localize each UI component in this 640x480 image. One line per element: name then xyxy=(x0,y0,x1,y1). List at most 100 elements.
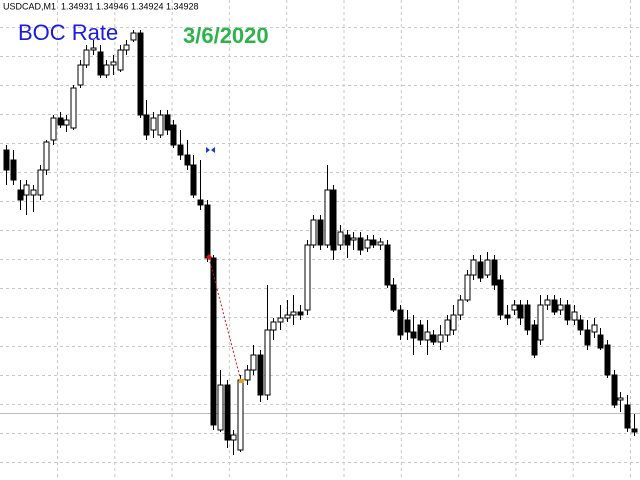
candle-body xyxy=(77,64,84,86)
candle-body xyxy=(3,149,10,171)
candle-body xyxy=(430,334,437,343)
candle-body xyxy=(624,404,631,429)
candle-body xyxy=(297,311,304,316)
candle-body xyxy=(23,184,30,196)
candle-body xyxy=(470,259,477,276)
candle-body xyxy=(317,219,324,246)
candle-body xyxy=(103,64,110,76)
candle-body xyxy=(537,304,544,341)
candle-body xyxy=(284,314,291,319)
candle-body xyxy=(277,317,284,323)
candle-body xyxy=(491,259,498,286)
candle-body xyxy=(417,324,424,341)
candle-body xyxy=(397,309,404,336)
candle-body xyxy=(237,379,244,451)
candle-body xyxy=(484,259,491,276)
candle-body xyxy=(350,237,357,241)
candle-body xyxy=(157,114,164,136)
candles xyxy=(3,30,638,455)
candle-body xyxy=(30,189,37,196)
candle-body xyxy=(390,284,397,311)
candle-body xyxy=(584,329,591,346)
candle-body xyxy=(544,299,551,306)
candle-body xyxy=(504,314,511,319)
candle-body xyxy=(250,354,257,371)
candle-body xyxy=(377,241,384,246)
candle-body xyxy=(37,169,44,196)
candle-body xyxy=(551,299,558,313)
candle-body xyxy=(137,32,144,116)
candle-body xyxy=(437,334,444,343)
candle-body xyxy=(324,189,331,246)
candle-body xyxy=(17,189,24,201)
event-arrow xyxy=(206,147,215,153)
candle-body xyxy=(404,319,411,333)
candle-body xyxy=(531,324,538,356)
candle-body xyxy=(410,331,417,339)
candle-body xyxy=(57,117,64,126)
open-price: 1.34931 xyxy=(61,1,94,11)
candle-body xyxy=(110,61,117,66)
candle-body xyxy=(63,119,70,126)
candle-body xyxy=(424,331,431,341)
candle-body xyxy=(364,239,371,249)
low-price: 1.34924 xyxy=(131,1,164,11)
candle-body xyxy=(337,231,344,246)
candle-body xyxy=(511,304,518,311)
candle-body xyxy=(123,44,130,51)
candle-body xyxy=(270,321,277,331)
candle-body xyxy=(70,87,77,129)
candle-body xyxy=(450,314,457,331)
candle-body xyxy=(143,114,150,136)
candle-body xyxy=(517,304,524,319)
candle-body xyxy=(477,261,484,279)
candle-body xyxy=(597,334,604,349)
candle-body xyxy=(304,244,311,311)
candle-body xyxy=(170,124,177,146)
candle-body xyxy=(384,244,391,286)
candle-body xyxy=(577,319,584,331)
candle-body xyxy=(631,428,638,433)
candle-body xyxy=(50,117,57,141)
candle-body xyxy=(330,189,337,251)
candle-body xyxy=(43,141,50,171)
candle-body xyxy=(611,374,618,406)
candle-body xyxy=(264,329,271,396)
candle-body xyxy=(571,311,578,321)
candle-body xyxy=(164,114,171,131)
candle-body xyxy=(83,49,90,66)
high-price: 1.34946 xyxy=(96,1,129,11)
candle-body xyxy=(210,257,217,426)
candle-body xyxy=(130,32,137,41)
symbol: USDCAD,M1 xyxy=(3,1,56,11)
candle-body xyxy=(90,47,97,51)
candle-body xyxy=(224,384,231,441)
candle-body xyxy=(564,304,571,321)
annotation: 3/6/2020 xyxy=(183,23,269,48)
candle-body xyxy=(557,304,564,311)
candle-body xyxy=(457,299,464,316)
candle-body xyxy=(244,369,251,381)
candle-body xyxy=(117,49,124,71)
candle-body xyxy=(357,237,364,251)
candle-body xyxy=(10,159,17,181)
exit-marker xyxy=(239,379,244,383)
candle-body xyxy=(197,199,204,206)
candle-body xyxy=(497,279,504,316)
close-price: 1.34928 xyxy=(166,1,199,11)
candle-body xyxy=(444,319,451,336)
candle-body xyxy=(177,144,184,156)
candle-body xyxy=(150,117,157,131)
candle-body xyxy=(97,51,104,76)
candle-body xyxy=(217,384,224,431)
candle-body xyxy=(184,154,191,166)
candle-body xyxy=(464,274,471,301)
candle-body xyxy=(257,354,264,396)
candle-body xyxy=(370,239,377,246)
candle-body xyxy=(591,324,598,333)
candle-body xyxy=(230,434,237,441)
trade-line xyxy=(208,257,242,382)
entry-marker xyxy=(206,254,212,260)
